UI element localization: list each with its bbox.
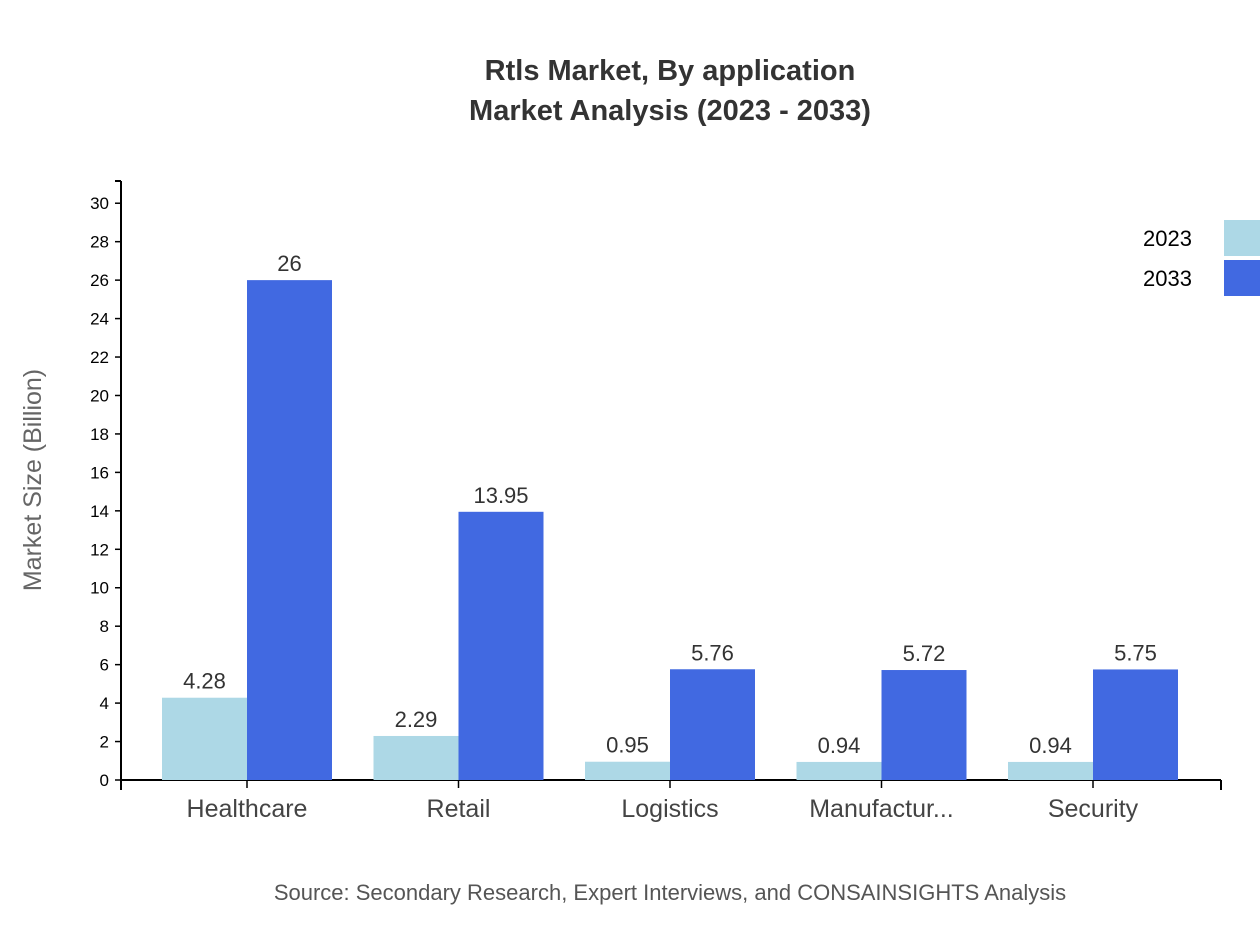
chart-title: Rtls Market, By application — [485, 55, 856, 87]
y-tick-label: 20 — [90, 386, 109, 405]
y-tick-label: 18 — [90, 425, 109, 444]
y-tick-label: 16 — [90, 463, 109, 482]
y-tick-label: 8 — [100, 617, 109, 636]
legend-swatch-2033 — [1224, 260, 1260, 296]
data-label: 13.95 — [473, 483, 528, 508]
y-tick-label: 12 — [90, 540, 109, 559]
bar-2023 — [373, 735, 459, 780]
data-label: 0.95 — [606, 733, 649, 758]
y-tick-label: 14 — [90, 502, 109, 521]
x-tick-label: Manufactur... — [809, 795, 954, 823]
y-tick-label: 2 — [100, 733, 109, 752]
data-label: 0.94 — [818, 733, 861, 758]
legend-swatch-2023 — [1224, 220, 1260, 256]
y-tick-label: 0 — [100, 771, 109, 790]
bar-2023 — [585, 761, 670, 780]
y-axis-label: Market Size (Billion) — [19, 369, 47, 591]
bar-2033 — [458, 511, 544, 780]
data-label: 4.28 — [183, 669, 226, 694]
data-label: 26 — [277, 251, 301, 276]
data-label: 0.94 — [1029, 733, 1072, 758]
bar-2033 — [670, 669, 755, 780]
bar-2033 — [1093, 669, 1178, 780]
data-label: 5.75 — [1114, 640, 1157, 665]
data-label: 5.76 — [691, 640, 734, 665]
bar-2033 — [881, 670, 967, 780]
x-tick-label: Security — [1048, 795, 1139, 823]
data-label: 5.72 — [903, 641, 946, 666]
source-note: Source: Secondary Research, Expert Inter… — [274, 880, 1066, 905]
y-tick-label: 28 — [90, 233, 109, 252]
bar-2033 — [247, 280, 332, 780]
x-tick-label: Logistics — [621, 795, 718, 823]
legend-label: 2023 — [1143, 226, 1192, 251]
x-tick-label: Retail — [427, 795, 491, 823]
data-label: 2.29 — [395, 707, 438, 732]
y-tick-label: 4 — [100, 694, 109, 713]
y-tick-label: 26 — [90, 271, 109, 290]
y-tick-label: 22 — [90, 348, 109, 367]
y-tick-label: 24 — [90, 310, 109, 329]
bar-2023 — [796, 761, 882, 780]
bar-2023 — [162, 697, 247, 780]
y-tick-label: 30 — [90, 194, 109, 213]
y-tick-label: 10 — [90, 579, 109, 598]
y-tick-label: 6 — [100, 656, 109, 675]
legend-label: 2033 — [1143, 266, 1192, 291]
chart-subtitle: Market Analysis (2023 - 2033) — [469, 95, 871, 127]
x-tick-label: Healthcare — [187, 795, 308, 823]
bar-2023 — [1008, 761, 1093, 780]
